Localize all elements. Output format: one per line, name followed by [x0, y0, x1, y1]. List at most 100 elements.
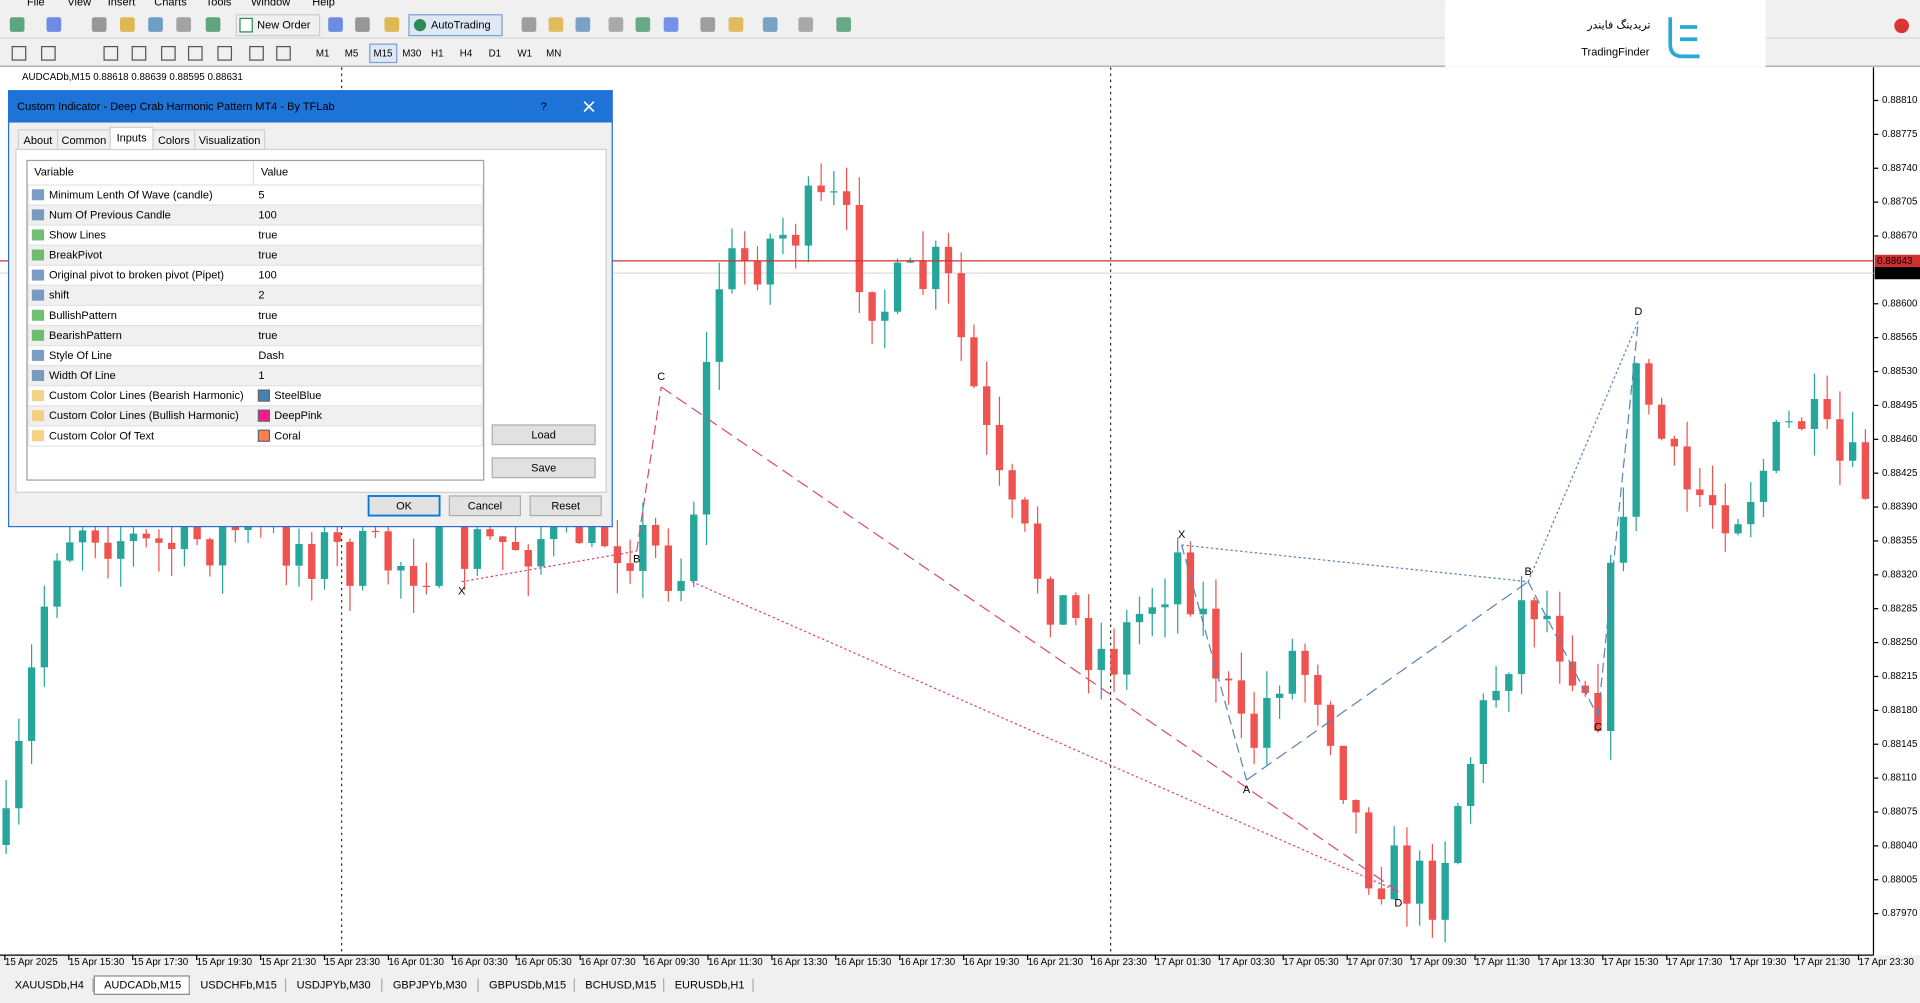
symbol-tab[interactable] [383, 975, 479, 995]
dialog-button[interactable] [448, 495, 522, 517]
drawing-tool[interactable] [276, 45, 291, 61]
variable-value[interactable]: DeepPink [274, 410, 322, 422]
timeframe-button[interactable]: M30 [402, 49, 422, 60]
toolbar-icon[interactable] [548, 17, 564, 32]
variable-value[interactable]: true [258, 250, 277, 262]
toolbar-icon[interactable] [355, 17, 370, 32]
timeframe-button[interactable]: H4 [460, 49, 473, 60]
side-button-label[interactable]: Save [531, 462, 556, 474]
drawing-tool[interactable] [103, 45, 119, 61]
menu-item[interactable]: Tools [206, 0, 232, 8]
dialog-button-label[interactable]: Cancel [468, 500, 502, 512]
menu-item[interactable]: Insert [108, 0, 136, 8]
symbol-tab-label[interactable]: XAUUSDb,H4 [15, 980, 84, 992]
autotrading-label[interactable]: AutoTrading [431, 20, 491, 32]
timeframe-button[interactable]: D1 [489, 49, 502, 60]
side-button[interactable] [491, 424, 596, 446]
timeframe-button[interactable]: W1 [517, 49, 532, 60]
toolbar-icon[interactable] [148, 17, 163, 32]
symbol-tab-label[interactable]: USDCHFb,M15 [200, 980, 277, 992]
toolbar-icon[interactable] [176, 17, 192, 32]
drawing-tool[interactable] [41, 45, 56, 61]
dialog-button-label[interactable]: OK [396, 500, 413, 512]
toolbar-icon[interactable] [9, 17, 25, 32]
notification[interactable] [1894, 18, 1909, 34]
variable-value[interactable]: 2 [258, 290, 264, 302]
toolbar-icon[interactable] [575, 17, 591, 32]
dialog-button[interactable] [529, 495, 602, 517]
dialog-tab-label[interactable]: Visualization [199, 135, 261, 147]
side-button-label[interactable]: Load [531, 429, 556, 441]
toolbar-icon[interactable] [328, 17, 343, 32]
dialog-button-label[interactable]: Reset [551, 500, 580, 512]
variable-value[interactable]: 5 [258, 189, 264, 201]
symbol-tab-label[interactable]: GBPUSDb,M15 [489, 980, 566, 992]
dialog-tab-label[interactable]: About [24, 135, 53, 147]
symbol-tab-label[interactable]: USDJPYb,M30 [297, 980, 371, 992]
dialog-tab-label[interactable]: Common [62, 135, 107, 147]
dialog-tab[interactable] [194, 129, 266, 151]
autotrading-button[interactable] [408, 14, 503, 37]
toolbar-icon[interactable] [46, 17, 62, 32]
symbol-tab[interactable] [190, 975, 286, 995]
toolbar-icon[interactable] [91, 17, 107, 32]
toolbar-icon[interactable] [762, 17, 778, 32]
timeframe-button[interactable]: M15 [373, 49, 393, 60]
close-button[interactable] [583, 101, 595, 113]
symbol-tab-label[interactable]: GBPJPYb,M30 [393, 980, 467, 992]
table-row[interactable] [27, 284, 484, 307]
drawing-tool[interactable] [249, 45, 264, 61]
menu-item[interactable]: Help [312, 0, 335, 8]
toolbar-icon[interactable] [798, 17, 814, 32]
symbol-tab-label[interactable]: AUDCADb,M15 [104, 980, 181, 992]
timeframe-button[interactable]: H1 [431, 49, 444, 60]
toolbar-icon[interactable] [700, 17, 716, 32]
variable-value[interactable]: Coral [274, 430, 300, 442]
toolbar-icon[interactable] [663, 17, 679, 32]
symbol-tab[interactable] [286, 975, 382, 995]
timeframe-button[interactable]: M5 [345, 49, 359, 60]
table-header[interactable]: Variable [34, 167, 74, 179]
variable-value[interactable]: Dash [258, 350, 284, 362]
variable-value[interactable]: 100 [258, 270, 276, 282]
side-button[interactable] [491, 457, 596, 479]
symbol-tab-label[interactable]: EURUSDb,H1 [675, 980, 745, 992]
variable-value[interactable]: true [258, 229, 277, 241]
drawing-tool[interactable] [11, 45, 27, 61]
toolbar-icon[interactable] [384, 17, 400, 32]
drawing-tool[interactable] [217, 45, 233, 61]
menu-item[interactable]: File [27, 0, 45, 8]
drawing-tool[interactable] [131, 45, 147, 61]
table-header[interactable]: Value [261, 167, 288, 179]
drawing-tool[interactable] [187, 45, 203, 61]
toolbar-icon[interactable] [728, 17, 744, 32]
drawing-tool[interactable] [161, 45, 176, 61]
symbol-tab[interactable] [575, 975, 664, 995]
dialog-button[interactable] [367, 495, 441, 517]
variable-value[interactable]: 1 [258, 370, 264, 382]
toolbar-icon[interactable] [521, 17, 537, 32]
symbol-tab-label[interactable]: BCHUSD,M15 [585, 980, 656, 992]
variable-value[interactable]: true [258, 330, 277, 342]
toolbar-icon[interactable] [205, 17, 221, 32]
toolbar-icon[interactable] [120, 17, 135, 32]
help-button[interactable]: ? [541, 101, 547, 113]
symbol-tab[interactable] [479, 975, 575, 995]
symbol-tab[interactable] [664, 975, 754, 995]
menu-item[interactable]: Window [251, 0, 290, 8]
timeframe-button[interactable]: M1 [316, 49, 330, 60]
new-order-button[interactable] [235, 14, 321, 37]
toolbar-icon[interactable] [635, 17, 651, 32]
variable-value[interactable]: 100 [258, 209, 276, 221]
new-order-label[interactable]: New Order [257, 20, 311, 32]
variable-value[interactable]: SteelBlue [274, 390, 321, 402]
toolbar-icon[interactable] [608, 17, 624, 32]
symbol-tab[interactable] [4, 975, 94, 995]
timeframe-button[interactable]: MN [546, 49, 561, 60]
dialog-tab-label[interactable]: Inputs [117, 132, 148, 144]
table-row[interactable] [27, 425, 484, 447]
menu-item[interactable]: View [67, 0, 91, 8]
dialog-tab-label[interactable]: Colors [158, 135, 190, 147]
menu-item[interactable]: Charts [154, 0, 187, 8]
variable-value[interactable]: true [258, 310, 277, 322]
